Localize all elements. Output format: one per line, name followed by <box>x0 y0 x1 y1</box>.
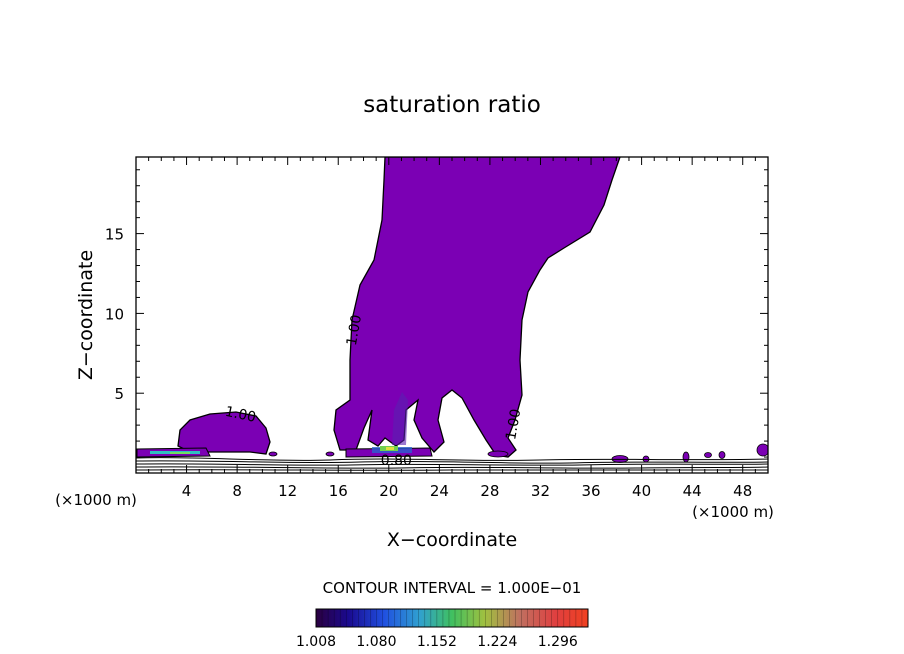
chart-title: saturation ratio <box>363 92 541 118</box>
y-axis-label: Z−coordinate <box>75 250 97 380</box>
contour-label: 1.00 <box>503 408 524 441</box>
core-center-3 <box>386 447 394 450</box>
x-tick-label: 28 <box>480 482 499 500</box>
core-center-column <box>392 392 408 445</box>
x-tick-label: 44 <box>683 482 702 500</box>
x-tick-label: 32 <box>531 482 550 500</box>
x-unit-left: (×1000 m) <box>55 491 137 509</box>
contour-label: 1.00 <box>224 404 258 426</box>
x-tick-label: 40 <box>632 482 651 500</box>
colorbar-tick-label: 1.008 <box>296 634 336 650</box>
colorbar-tick-label: 1.296 <box>538 634 578 650</box>
y-tick-label: 5 <box>114 385 124 403</box>
x-tick-label: 20 <box>379 482 398 500</box>
x-tick-label: 12 <box>278 482 297 500</box>
core-left-2 <box>170 452 190 454</box>
small-cell <box>756 443 768 457</box>
colorbar <box>315 608 589 628</box>
x-tick-label: 16 <box>329 482 348 500</box>
x-tick-label: 4 <box>182 482 192 500</box>
contour-label: 0.80 <box>381 453 412 469</box>
y-tick-label: 15 <box>105 226 124 244</box>
x-tick-label: 48 <box>733 482 752 500</box>
contour-fill-layer <box>136 157 768 471</box>
colorbar-stripes <box>321 609 583 627</box>
contour-labels: 1.00 1.00 1.00 0.80 <box>224 314 525 469</box>
x-unit-right: (×1000 m) <box>692 503 774 521</box>
cloud-region-main <box>333 157 621 458</box>
x-axis-label: X−coordinate <box>387 529 517 551</box>
small-cell <box>704 452 712 458</box>
colorbar-tick-label: 1.080 <box>356 634 396 650</box>
colorbar-tick-labels: 1.008 1.080 1.152 1.224 1.296 <box>296 634 578 650</box>
small-cell <box>325 451 335 457</box>
x-tick-labels: 4 8 12 16 20 24 28 32 36 40 44 48 <box>182 482 752 500</box>
contour-label: 1.00 <box>344 314 365 347</box>
x-tick-label: 8 <box>232 482 242 500</box>
colorbar-tick-label: 1.152 <box>417 634 457 650</box>
y-tick-labels: 5 10 15 <box>105 226 124 404</box>
surface-contours <box>136 457 768 471</box>
small-cell <box>718 451 726 459</box>
cloud-region-left <box>177 411 271 455</box>
small-cell <box>268 451 278 457</box>
x-tick-label: 36 <box>581 482 600 500</box>
y-tick-label: 10 <box>105 305 124 323</box>
colorbar-tick-label: 1.224 <box>477 634 517 650</box>
contour-interval: CONTOUR INTERVAL = 1.000E−01 <box>323 579 582 597</box>
small-cell <box>682 451 690 463</box>
x-tick-label: 24 <box>430 482 449 500</box>
small-cell <box>487 450 509 458</box>
axis-ticks <box>136 157 768 473</box>
